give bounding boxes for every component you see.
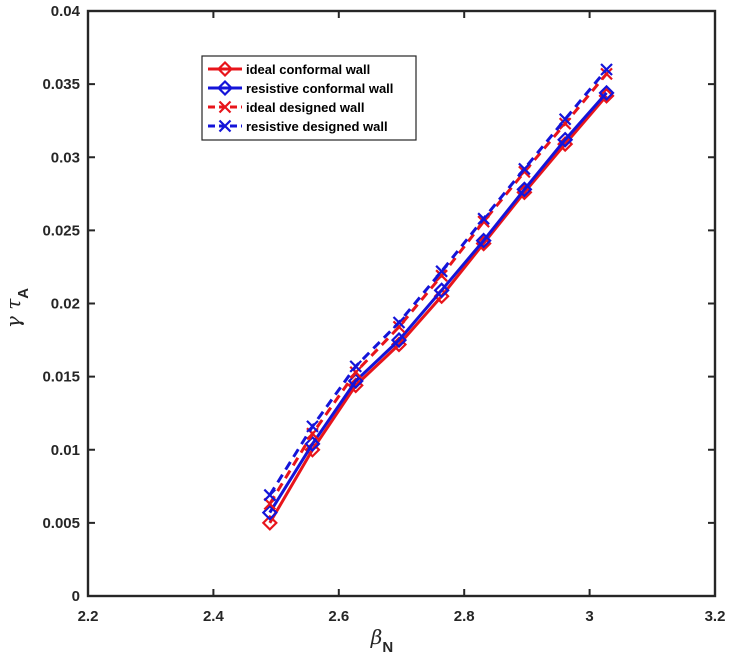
data-point	[390, 332, 408, 349]
series-line	[268, 91, 608, 514]
data-point	[600, 63, 613, 76]
data-point	[306, 420, 319, 433]
x-tick-label: 3.2	[705, 608, 726, 625]
data-point	[349, 360, 363, 373]
data-point	[518, 162, 531, 176]
data-point	[600, 67, 613, 81]
data-point	[558, 112, 572, 126]
x-tick-label: 2.6	[328, 608, 349, 625]
data-point	[516, 181, 533, 198]
legend-label: ideal conformal wall	[246, 62, 370, 77]
data-point	[435, 265, 448, 278]
y-tick-label: 0.035	[42, 76, 80, 93]
data-point	[477, 212, 490, 225]
legend-item: ideal conformal wall	[208, 60, 370, 78]
x-tick-label: 2.8	[454, 608, 475, 625]
data-point	[475, 232, 492, 249]
data-point	[557, 131, 574, 148]
data-point	[558, 117, 572, 130]
legend-marker	[216, 60, 234, 78]
y-axis-label-sub: A	[15, 288, 32, 299]
legend-marker	[218, 100, 232, 114]
data-point	[261, 504, 278, 521]
legend-marker	[216, 79, 234, 97]
data-point	[477, 215, 490, 228]
x-tick-label: 3	[585, 608, 593, 625]
legend-item: resistive designed wall	[208, 119, 388, 134]
data-point	[261, 514, 278, 531]
data-point	[392, 316, 406, 329]
x-axis-label-sub: N	[382, 639, 393, 656]
legend-label: resistive designed wall	[246, 119, 388, 134]
legend: ideal conformal wall resistive conformal …	[201, 55, 417, 141]
y-tick-label: 0.04	[51, 3, 81, 20]
series-line	[268, 68, 608, 496]
y-axis-label-main: γ τ	[1, 298, 25, 328]
y-tick-label: 0.03	[51, 149, 80, 166]
data-point	[347, 372, 364, 390]
x-tick-label: 2.4	[203, 608, 225, 625]
x-axis-label-main: β	[370, 625, 383, 649]
legend-label: ideal designed wall	[246, 100, 364, 115]
legend-marker	[218, 119, 232, 133]
data-point	[433, 282, 450, 299]
legend-item: resistive conformal wall	[208, 79, 393, 97]
y-tick-label: 0.02	[51, 296, 80, 313]
data-point	[435, 269, 448, 282]
data-point	[598, 84, 615, 101]
legend-item: ideal designed wall	[208, 100, 364, 115]
series-4	[263, 63, 613, 502]
y-tick-label: 0.015	[42, 369, 80, 386]
data-point	[263, 488, 277, 502]
x-tick-label: 2.2	[78, 608, 99, 625]
legend-label: resistive conformal wall	[246, 81, 393, 96]
tick-layer: 2.2 2.4 2.6 2.8 3 3.2 0 0.005 0.01 0.015 0.02 0.025…	[42, 3, 725, 625]
series-layer	[261, 63, 615, 531]
x-axis-label: βN	[370, 625, 393, 656]
y-axis-label: γ τA	[1, 288, 32, 328]
data-point	[392, 320, 406, 334]
y-tick-label: 0	[72, 588, 80, 605]
data-point	[304, 435, 321, 452]
y-tick-label: 0.025	[42, 222, 80, 239]
y-tick-label: 0.005	[42, 515, 80, 532]
y-tick-label: 0.01	[51, 442, 80, 459]
series-2	[261, 84, 615, 521]
